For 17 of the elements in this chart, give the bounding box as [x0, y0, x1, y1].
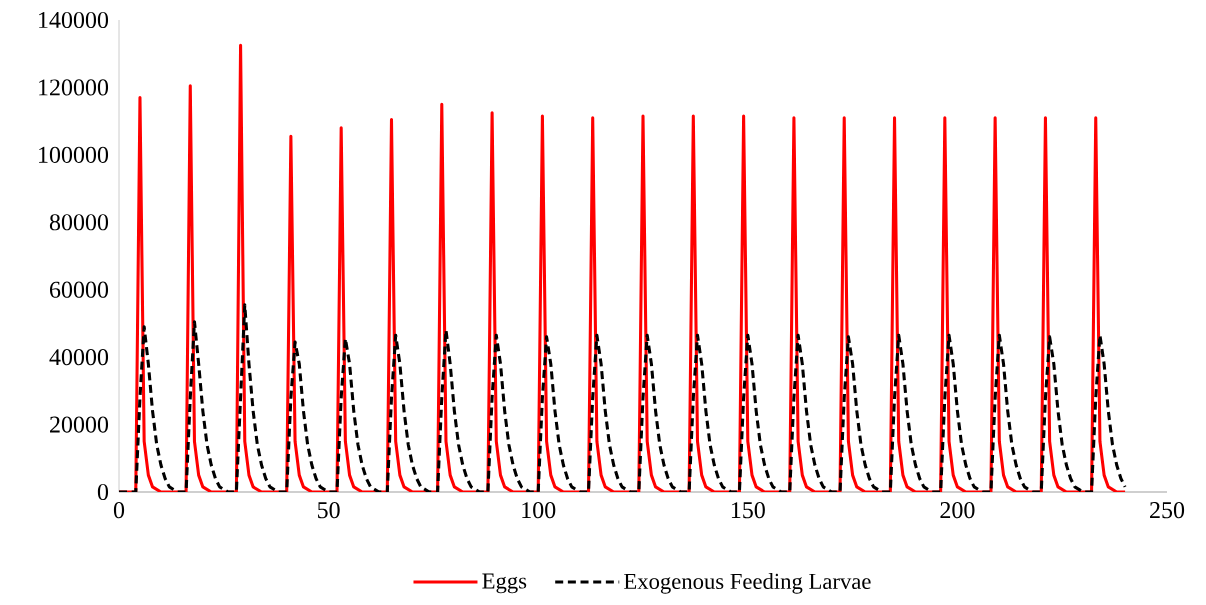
y-tick-label: 120000: [39, 79, 109, 96]
x-tick-label: 250: [1150, 502, 1185, 519]
x-tick-label: 200: [940, 502, 975, 519]
legend-label: Exogenous Feeding Larvae: [624, 573, 871, 594]
line-series: [119, 303, 1127, 492]
x-tick-label: 100: [522, 502, 556, 519]
y-tick-label: 100000: [39, 146, 109, 163]
y-tick-label: 0: [97, 483, 109, 501]
y-tick-label: 80000: [49, 214, 109, 231]
y-tick-label: 40000: [49, 349, 109, 366]
x-tick-label: 150: [731, 502, 765, 519]
x-tick-label: 0: [113, 502, 125, 519]
y-tick-label: 140000: [39, 11, 109, 29]
y-tick-label: 20000: [50, 416, 109, 433]
x-tick-label: 50: [318, 502, 340, 519]
legend-label: Eggs: [482, 573, 527, 594]
y-tick-label: 60000: [49, 281, 109, 298]
